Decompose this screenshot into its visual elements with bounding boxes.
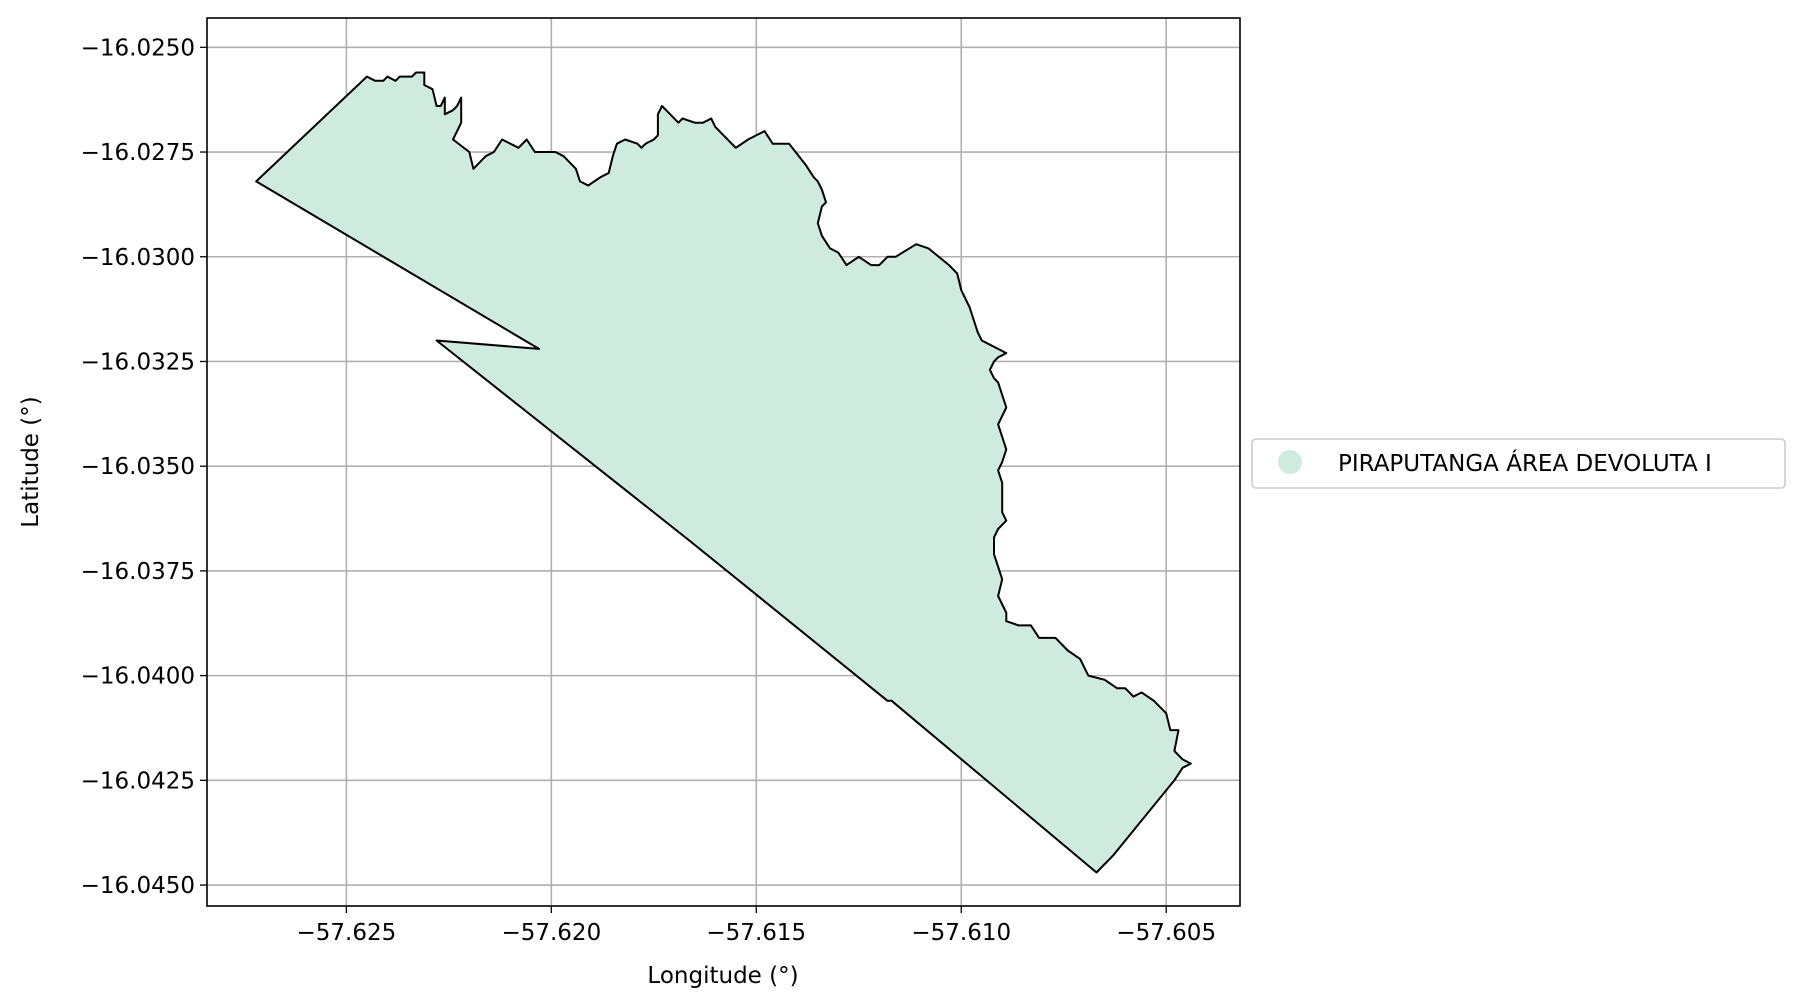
y-tick-label: −16.0250: [81, 35, 195, 61]
x-tick-label: −57.610: [911, 920, 1011, 946]
y-tick-label: −16.0375: [81, 559, 195, 585]
x-tick-label: −57.625: [296, 920, 396, 946]
legend: PIRAPUTANGA ÁREA DEVOLUTA I: [1251, 438, 1786, 489]
polygon-layer: [255, 71, 1192, 874]
area-polygon: [255, 71, 1192, 874]
x-axis-label: Longitude (°): [647, 963, 798, 989]
y-tick-label: −16.0425: [81, 768, 195, 794]
plot-frame: [206, 17, 1241, 907]
legend-marker: [1278, 450, 1302, 474]
y-axis-label: Latitude (°): [18, 396, 44, 527]
y-tick-label: −16.0275: [81, 140, 195, 166]
legend-frame: [1251, 438, 1786, 489]
y-tick-label: −16.0325: [81, 349, 195, 375]
x-tick-label: −57.615: [706, 920, 806, 946]
y-tick-label: −16.0300: [81, 245, 195, 271]
y-tick-label: −16.0400: [81, 664, 195, 690]
x-tick-label: −57.620: [501, 920, 601, 946]
x-tick-label: −57.605: [1116, 920, 1216, 946]
ticks: −57.625 −57.620 −57.615 −57.610 −57.605 −16.0…: [81, 35, 1216, 946]
y-tick-label: −16.0450: [81, 873, 195, 899]
y-tick-label: −16.0350: [81, 454, 195, 480]
legend-label: PIRAPUTANGA ÁREA DEVOLUTA I: [1338, 449, 1712, 477]
